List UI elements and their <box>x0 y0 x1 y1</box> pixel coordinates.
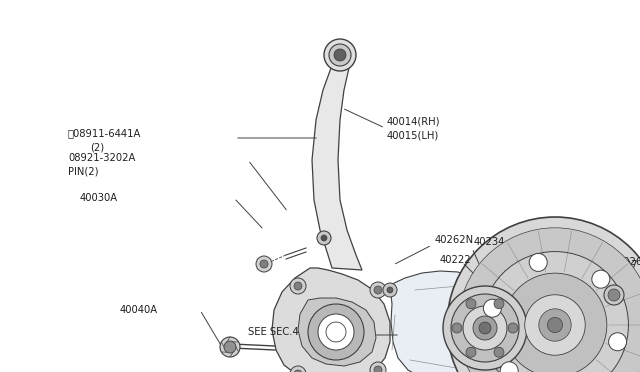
Circle shape <box>508 323 518 333</box>
Circle shape <box>494 299 504 309</box>
Text: ⓝ08911-6441A: ⓝ08911-6441A <box>68 128 141 138</box>
Text: 40030A: 40030A <box>80 193 118 203</box>
Text: (2): (2) <box>90 143 104 153</box>
Circle shape <box>452 323 462 333</box>
Text: PIN(2): PIN(2) <box>68 167 99 177</box>
Circle shape <box>479 322 491 334</box>
Circle shape <box>494 347 504 357</box>
Polygon shape <box>298 298 376 366</box>
Circle shape <box>500 362 518 372</box>
Text: 08921-3202A: 08921-3202A <box>68 153 136 163</box>
Circle shape <box>294 370 302 372</box>
Circle shape <box>318 314 354 350</box>
Circle shape <box>466 347 476 357</box>
Polygon shape <box>390 271 490 372</box>
Circle shape <box>604 285 624 305</box>
Text: 40262: 40262 <box>618 257 640 267</box>
Circle shape <box>324 39 356 71</box>
Circle shape <box>539 309 572 341</box>
Circle shape <box>329 44 351 66</box>
Circle shape <box>458 228 640 372</box>
Circle shape <box>383 283 397 297</box>
Circle shape <box>547 317 563 333</box>
Circle shape <box>224 341 236 353</box>
Circle shape <box>317 231 331 245</box>
Circle shape <box>525 295 585 355</box>
Circle shape <box>308 304 364 360</box>
Circle shape <box>370 362 386 372</box>
Circle shape <box>294 282 302 290</box>
Circle shape <box>256 256 272 272</box>
Text: ß-40262A: ß-40262A <box>578 313 627 323</box>
Text: 40262N: 40262N <box>435 235 474 245</box>
Text: 40202: 40202 <box>500 257 531 267</box>
Circle shape <box>463 306 507 350</box>
Circle shape <box>529 253 547 272</box>
Text: 40014(RH): 40014(RH) <box>387 117 440 127</box>
Text: 40015(LH): 40015(LH) <box>387 131 439 141</box>
Circle shape <box>609 333 627 351</box>
Circle shape <box>483 299 501 317</box>
Circle shape <box>466 299 476 309</box>
Polygon shape <box>312 68 362 270</box>
Circle shape <box>473 316 497 340</box>
Circle shape <box>260 260 268 268</box>
Circle shape <box>321 235 327 241</box>
Circle shape <box>608 289 620 301</box>
Circle shape <box>374 366 382 372</box>
Circle shape <box>220 337 240 357</box>
Circle shape <box>447 217 640 372</box>
Circle shape <box>374 286 382 294</box>
Text: R400001J: R400001J <box>548 357 591 366</box>
Text: 40040A: 40040A <box>120 305 158 315</box>
Text: 40207: 40207 <box>607 260 639 270</box>
Text: 40222: 40222 <box>440 255 472 265</box>
Text: SEE SEC.440: SEE SEC.440 <box>248 327 311 337</box>
Circle shape <box>370 282 386 298</box>
Circle shape <box>290 366 306 372</box>
Circle shape <box>387 287 393 293</box>
Circle shape <box>592 270 610 288</box>
Circle shape <box>443 286 527 370</box>
Circle shape <box>290 278 306 294</box>
Circle shape <box>451 294 519 362</box>
Circle shape <box>481 251 628 372</box>
Circle shape <box>334 49 346 61</box>
Circle shape <box>503 273 607 372</box>
Polygon shape <box>272 268 390 372</box>
Text: 40234: 40234 <box>474 237 506 247</box>
